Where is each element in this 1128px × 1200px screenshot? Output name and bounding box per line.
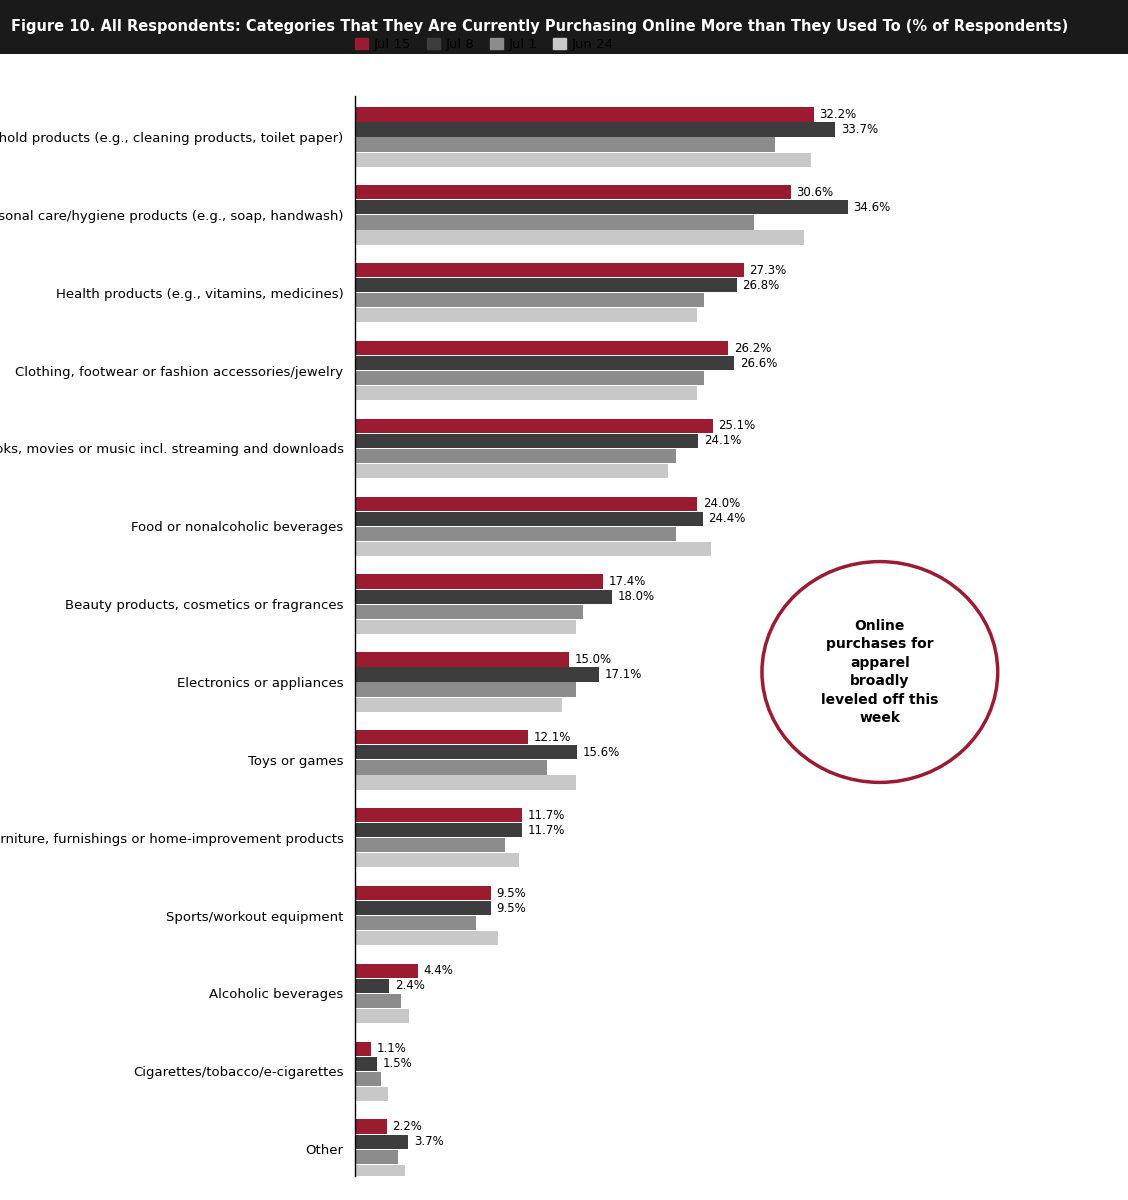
Text: 18.0%: 18.0% <box>617 590 654 604</box>
Bar <box>355 341 729 355</box>
Bar <box>355 185 791 199</box>
Bar <box>355 356 734 370</box>
Bar <box>355 1072 381 1086</box>
Text: 4.4%: 4.4% <box>424 965 453 977</box>
Bar <box>355 994 400 1008</box>
Text: 11.7%: 11.7% <box>528 809 565 822</box>
Bar <box>355 511 703 526</box>
Text: 12.1%: 12.1% <box>534 731 571 744</box>
Bar <box>355 1134 408 1148</box>
Bar <box>355 1042 371 1056</box>
Bar <box>355 1120 387 1134</box>
Text: 30.6%: 30.6% <box>796 186 834 199</box>
Bar <box>355 1057 377 1070</box>
Bar <box>355 107 813 121</box>
Text: 32.2%: 32.2% <box>819 108 856 121</box>
Bar <box>355 901 491 916</box>
Text: 2.4%: 2.4% <box>395 979 425 992</box>
Bar <box>355 1165 405 1178</box>
Text: 15.0%: 15.0% <box>574 653 611 666</box>
Bar <box>355 838 504 852</box>
Bar <box>355 745 578 760</box>
Text: 25.1%: 25.1% <box>719 419 756 432</box>
Bar <box>355 697 562 712</box>
Bar <box>355 853 519 868</box>
Text: 9.5%: 9.5% <box>496 901 526 914</box>
Bar <box>355 152 811 167</box>
Bar <box>355 1009 409 1024</box>
Bar <box>355 386 697 401</box>
Bar <box>355 683 576 697</box>
Bar <box>355 605 583 619</box>
Bar <box>355 449 676 463</box>
Bar <box>355 653 569 666</box>
Bar <box>355 823 522 838</box>
Bar <box>355 619 576 634</box>
Bar <box>355 808 522 822</box>
Bar <box>355 730 528 744</box>
Bar <box>355 775 576 790</box>
Text: 1.5%: 1.5% <box>382 1057 412 1070</box>
Bar <box>355 1087 388 1102</box>
Text: 3.7%: 3.7% <box>414 1135 443 1148</box>
Text: 33.7%: 33.7% <box>840 122 878 136</box>
Legend: Jul 15, Jul 8, Jul 1, Jun 24: Jul 15, Jul 8, Jul 1, Jun 24 <box>350 32 619 56</box>
Text: 15.6%: 15.6% <box>583 746 620 758</box>
Bar <box>355 575 603 589</box>
Bar <box>355 497 697 511</box>
Text: 24.1%: 24.1% <box>704 434 741 448</box>
Text: 1.1%: 1.1% <box>377 1043 406 1055</box>
Bar <box>355 931 497 946</box>
Text: 26.6%: 26.6% <box>740 356 777 370</box>
Bar <box>355 200 848 215</box>
Bar <box>355 527 676 541</box>
Bar <box>355 964 418 978</box>
Bar <box>355 138 775 151</box>
Bar <box>355 542 711 556</box>
Bar <box>355 916 476 930</box>
Bar <box>355 761 547 774</box>
Bar <box>355 419 713 433</box>
Text: 27.3%: 27.3% <box>750 264 787 277</box>
Text: 9.5%: 9.5% <box>496 887 526 900</box>
Text: Figure 10. All Respondents: Categories That They Are Currently Purchasing Online: Figure 10. All Respondents: Categories T… <box>11 19 1068 35</box>
Bar <box>355 308 697 323</box>
Text: 17.1%: 17.1% <box>605 668 642 682</box>
Text: 17.4%: 17.4% <box>609 575 646 588</box>
Bar <box>355 230 803 245</box>
Text: 34.6%: 34.6% <box>854 200 891 214</box>
Bar <box>355 589 611 604</box>
Bar <box>355 215 754 229</box>
Text: 24.0%: 24.0% <box>703 497 740 510</box>
Text: 2.2%: 2.2% <box>393 1120 422 1133</box>
Bar <box>355 667 599 682</box>
Text: 26.8%: 26.8% <box>742 278 779 292</box>
Bar <box>355 464 669 478</box>
Bar <box>355 371 704 385</box>
Bar <box>355 293 704 307</box>
Text: 11.7%: 11.7% <box>528 823 565 836</box>
Text: 24.4%: 24.4% <box>708 512 746 526</box>
Bar <box>355 122 835 137</box>
Bar <box>355 979 389 994</box>
Bar <box>355 278 737 293</box>
Text: 26.2%: 26.2% <box>734 342 772 354</box>
Bar <box>355 1150 398 1164</box>
Bar <box>355 434 698 448</box>
Text: Online
purchases for
apparel
broadly
leveled off this
week: Online purchases for apparel broadly lev… <box>821 619 938 725</box>
Bar <box>355 263 744 277</box>
Bar <box>355 886 491 900</box>
